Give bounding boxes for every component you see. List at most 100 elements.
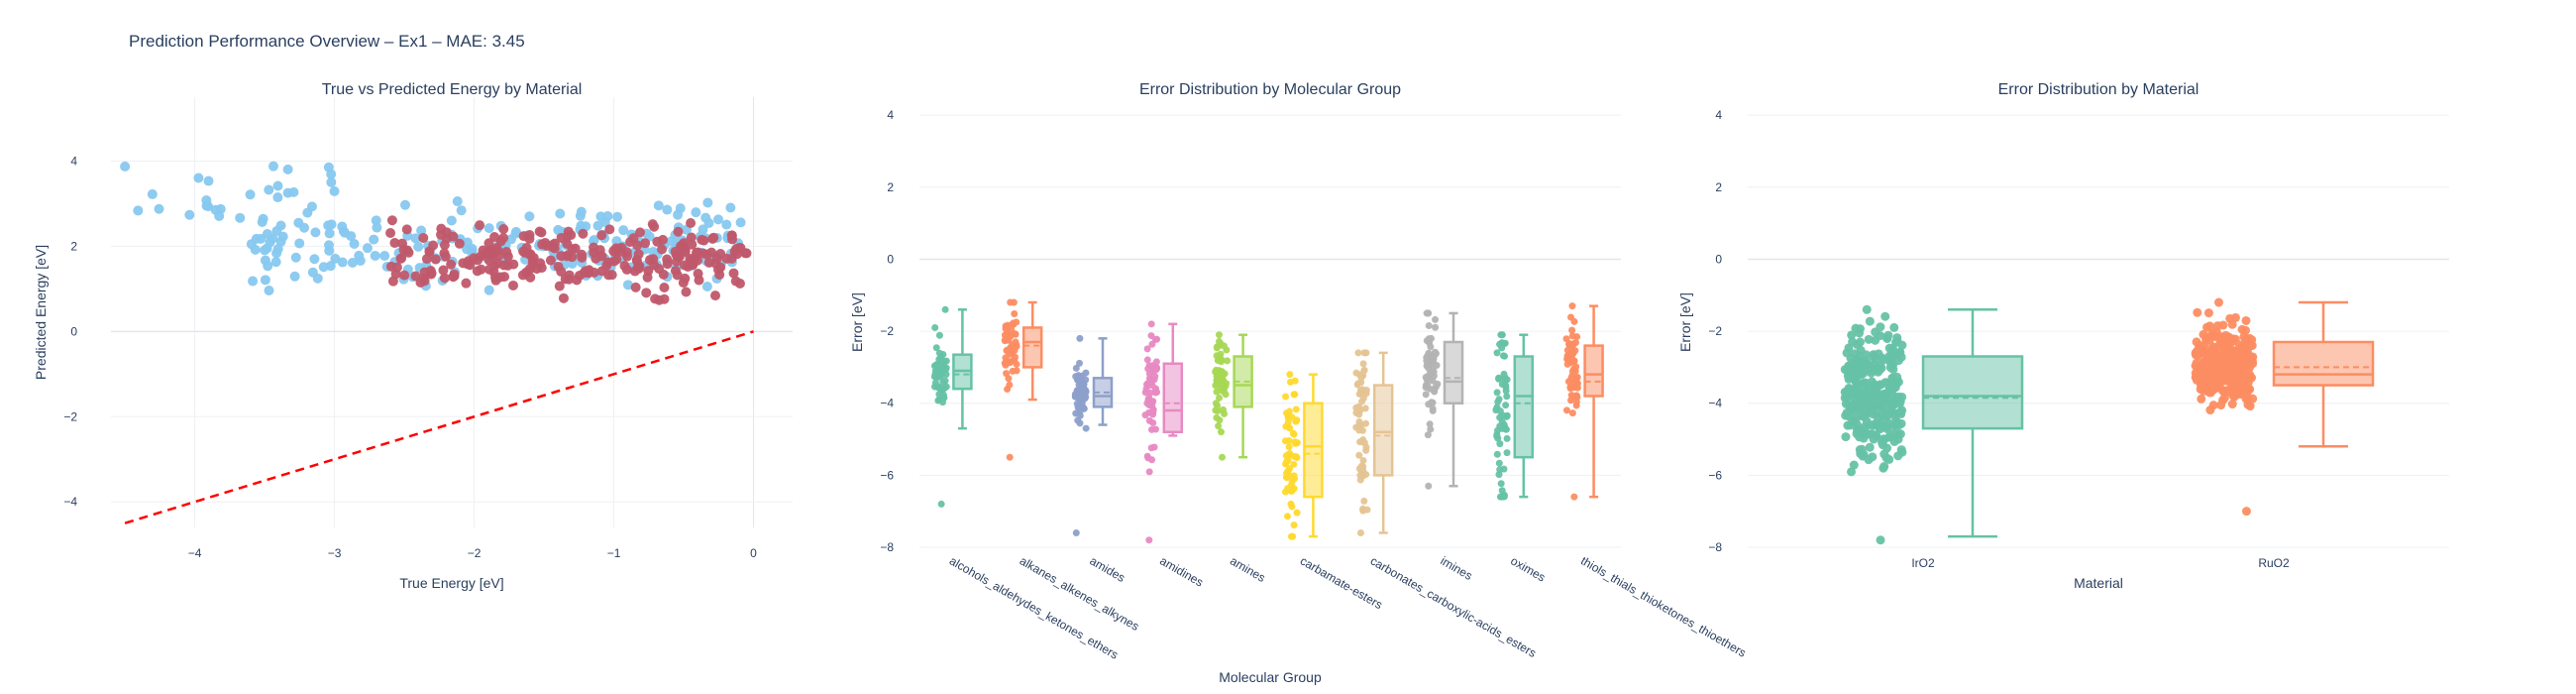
data-point (2203, 308, 2213, 318)
data-point (290, 252, 301, 263)
x-tick-label: IrO2 (1911, 556, 1935, 570)
data-point (1352, 404, 1360, 411)
panel-title: Error Distribution by Material (1998, 81, 2200, 98)
x-axis-label: True Energy [eV] (399, 575, 503, 591)
data-point (277, 231, 288, 242)
data-point (1217, 358, 1225, 366)
y-tick-label: 4 (887, 108, 894, 122)
data-point (154, 203, 164, 214)
data-point (2241, 507, 2251, 517)
data-point (430, 254, 441, 265)
data-point (1293, 509, 1301, 517)
y-tick-label: −4 (63, 495, 77, 509)
data-point (1425, 401, 1433, 408)
data-point (369, 234, 379, 245)
y-tick-label: −8 (880, 540, 894, 554)
data-point (1151, 373, 1159, 381)
data-point (2228, 384, 2238, 394)
data-point (686, 218, 697, 229)
data-point (1892, 333, 1902, 343)
data-point (1503, 434, 1511, 442)
data-point (564, 274, 575, 285)
data-point (272, 192, 283, 203)
data-point (120, 161, 131, 172)
data-point (1286, 424, 1294, 432)
data-point (691, 207, 701, 218)
data-point (733, 243, 744, 254)
data-point (702, 197, 713, 208)
data-point (572, 275, 583, 286)
data-point (1562, 335, 1570, 343)
data-point (1498, 417, 1506, 425)
data-point (658, 234, 669, 245)
data-point (556, 267, 567, 278)
data-point (268, 161, 278, 172)
data-point (1495, 375, 1503, 383)
x-axis-label: Molecular Group (1219, 669, 1322, 685)
data-point (1495, 396, 1503, 404)
data-point (489, 261, 500, 272)
data-point (2239, 332, 2249, 342)
data-point (1145, 468, 1153, 476)
data-point (1429, 354, 1437, 362)
y-tick-label: 4 (70, 154, 77, 168)
data-point (385, 227, 396, 238)
data-point (1216, 394, 1224, 402)
data-point (1865, 442, 1875, 452)
data-point (2193, 307, 2202, 317)
data-point (1287, 532, 1295, 540)
data-point (940, 385, 948, 393)
box-group-oximes (1492, 331, 1535, 501)
data-point (235, 212, 246, 223)
data-point (1495, 459, 1503, 467)
data-point (1219, 382, 1227, 390)
data-point (1848, 389, 1858, 399)
box (1921, 355, 2024, 430)
data-point (495, 272, 506, 283)
data-point (397, 238, 408, 249)
data-point (282, 164, 293, 174)
data-point (439, 273, 450, 284)
data-point (1570, 357, 1578, 365)
x-tick-label: RuO2 (2258, 556, 2290, 570)
data-point (671, 250, 682, 261)
data-point (641, 288, 652, 298)
data-point (1143, 345, 1151, 353)
data-point (1143, 356, 1151, 364)
data-point (415, 278, 426, 289)
data-point (1358, 426, 1366, 434)
data-point (563, 250, 574, 261)
data-point (1152, 366, 1160, 374)
data-point (1852, 419, 1862, 429)
data-point (545, 255, 556, 266)
data-point (1292, 453, 1300, 461)
data-point (1359, 360, 1367, 368)
data-point (362, 243, 373, 254)
data-point (1361, 405, 1369, 412)
data-point (1285, 451, 1293, 459)
data-point (649, 221, 660, 232)
data-point (2210, 361, 2220, 371)
data-point (700, 212, 711, 223)
data-point (2244, 372, 2254, 382)
data-point (1149, 405, 1157, 413)
data-point (1142, 385, 1150, 393)
data-point (502, 251, 513, 262)
data-point (323, 162, 334, 173)
data-point (1563, 360, 1571, 368)
data-point (644, 255, 655, 266)
data-point (264, 285, 274, 295)
data-point (1497, 331, 1505, 339)
data-point (260, 245, 270, 256)
data-point (712, 264, 723, 275)
data-point (931, 323, 939, 331)
series-1 (385, 215, 752, 305)
data-point (272, 244, 283, 255)
y-axis-label: Predicted Energy [eV] (33, 245, 49, 380)
data-point (935, 331, 943, 339)
data-point (1493, 389, 1501, 397)
data-point (1853, 371, 1863, 381)
data-point (438, 265, 449, 276)
data-point (1009, 367, 1017, 375)
x-tick-label: imines (1439, 553, 1475, 582)
